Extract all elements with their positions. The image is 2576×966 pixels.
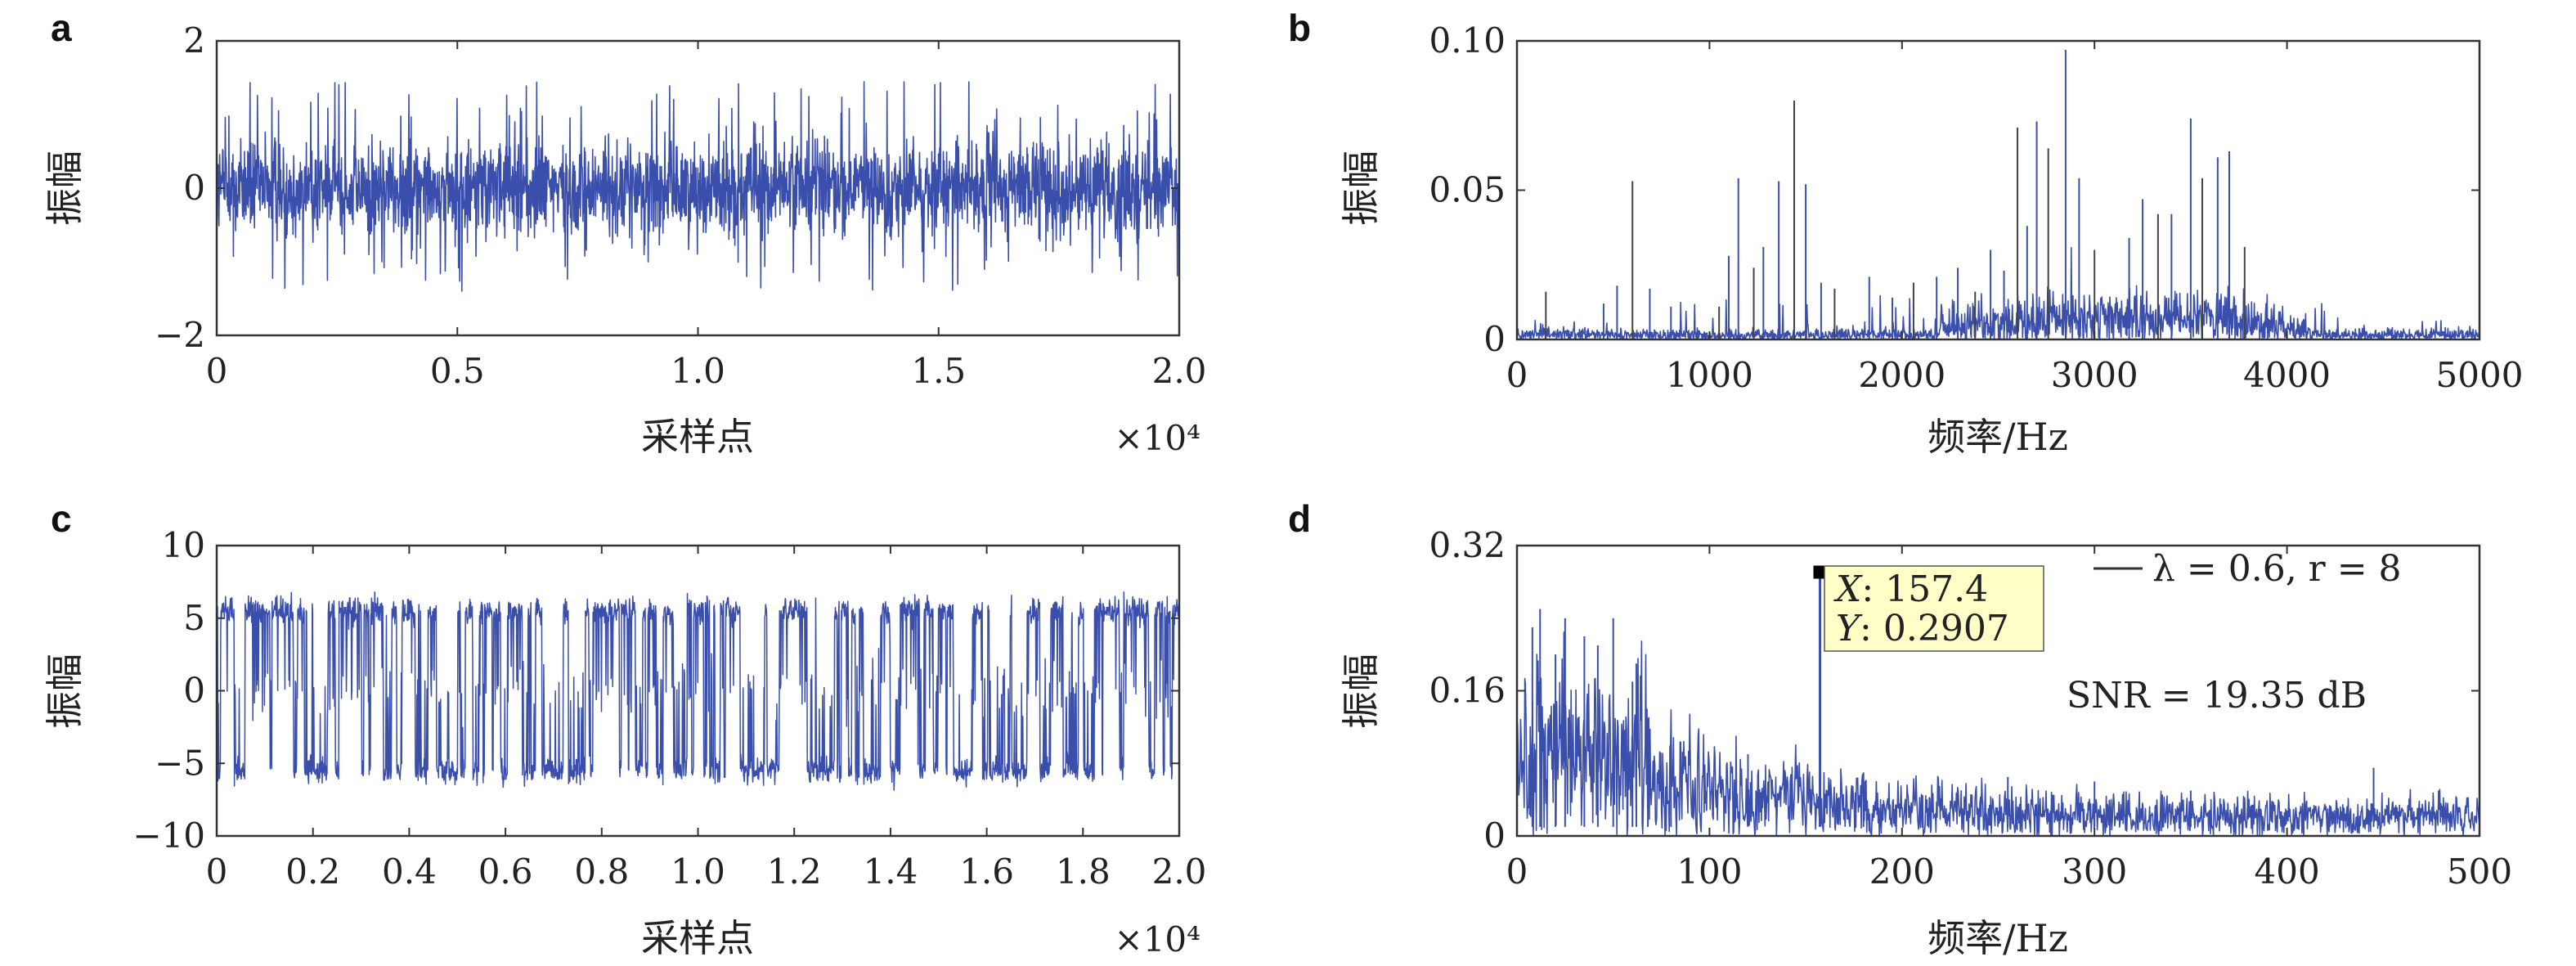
panel-b: b 0 1000 2000 3000 4000 5000 0 0.05 0.10 频率/Hz 振…	[1288, 7, 2523, 459]
panel-a-ylabel: 振幅	[43, 151, 87, 226]
y-tick-label: 0.32	[1429, 525, 1506, 565]
x-tick-label: 0.5	[430, 351, 485, 391]
x-tick-label: 0	[206, 351, 228, 391]
panel-d-plot	[1516, 572, 2480, 837]
y-tick-label: 2	[183, 20, 205, 61]
x-tick-label: 400	[2255, 851, 2320, 892]
y-tick-label: −10	[132, 815, 205, 856]
panel-c-xlabel: 采样点	[641, 916, 754, 960]
panel-c-x-multiplier: ×10⁴	[1115, 919, 1200, 959]
x-tick-label: 0	[1506, 355, 1528, 395]
datatip-box	[1824, 565, 2044, 652]
panel-b-plot	[1516, 49, 2480, 340]
panel-c: c 0 0.2 0.4 0.6 0.8 1.0 1.2 1.4 1.6 1.8 2.0 −10 −5 0 5…	[43, 497, 1206, 960]
panel-c-ylabel: 振幅	[43, 654, 87, 729]
panel-a: a 0 0.5 1.0 1.5 2.0−202 采样点 振幅 ×10⁴	[43, 7, 1206, 459]
panel-b-frame	[1515, 39, 2481, 341]
x-tick-label: 200	[1869, 851, 1935, 892]
x-tick-label: 1.5	[911, 351, 966, 391]
panel-c-ticks: 0 0.2 0.4 0.6 0.8 1.0 1.2 1.4 1.6 1.8 2.0 −10 −5 0 5 10	[132, 525, 1206, 892]
datatip[interactable]: X: 157.4 Y: 0.2907	[1813, 565, 2044, 652]
x-tick-label: 2.0	[1152, 351, 1207, 391]
x-tick-label: 0	[1506, 851, 1528, 892]
x-tick-label: 2000	[1858, 355, 1945, 395]
y-tick-label: 0	[183, 168, 205, 208]
y-tick-label: −2	[155, 315, 205, 355]
y-tick-label: 0.16	[1429, 671, 1506, 711]
datatip-marker[interactable]	[1813, 565, 1827, 579]
panel-label-a: a	[51, 7, 72, 49]
y-tick-label: 10	[162, 525, 205, 565]
x-tick-label: 2.0	[1152, 851, 1207, 892]
x-tick-label: 0	[206, 851, 228, 892]
panel-c-series-line	[216, 591, 1180, 791]
x-tick-label: 0.8	[574, 851, 629, 892]
x-tick-label: 0.2	[285, 851, 340, 892]
x-tick-label: 1000	[1666, 355, 1753, 395]
panel-d-ticks: 0 100 200 300 400 500 0 0.16 0.32	[1429, 525, 2512, 892]
panel-a-xlabel: 采样点	[641, 415, 754, 459]
panel-d-xlabel: 频率/Hz	[1928, 916, 2068, 960]
y-tick-label: 5	[183, 598, 205, 638]
datatip-x-line: X: 157.4	[1833, 568, 1988, 610]
panel-d-legend: λ = 0.6, r = 8	[2094, 548, 2402, 590]
x-tick-label: 1.0	[671, 351, 725, 391]
x-tick-label: 5000	[2436, 355, 2524, 395]
panel-a-ticks: 0 0.5 1.0 1.5 2.0−202	[155, 20, 1206, 391]
y-tick-label: 0	[1483, 815, 1506, 856]
panel-c-plot	[216, 591, 1180, 791]
x-tick-label: 0.6	[478, 851, 533, 892]
x-tick-label: 4000	[2243, 355, 2331, 395]
panel-label-b: b	[1288, 7, 1311, 49]
panel-d-series-line	[1516, 631, 2480, 837]
x-tick-label: 300	[2062, 851, 2127, 892]
panel-b-ticks: 0 1000 2000 3000 4000 5000 0 0.05 0.10	[1429, 20, 2523, 395]
datatip-y-line: Y: 0.2907	[1836, 608, 2009, 649]
snr-annotation: SNR = 19.35 dB	[2067, 675, 2367, 717]
panel-d-ylabel: 振幅	[1339, 654, 1383, 729]
y-tick-label: 0	[1483, 319, 1506, 359]
datatip-x-label: X	[1833, 568, 1863, 610]
y-tick-label: 0.10	[1429, 20, 1506, 61]
panel-label-c: c	[51, 497, 72, 540]
panel-label-d: d	[1288, 497, 1311, 540]
x-tick-label: 1.2	[767, 851, 822, 892]
panel-b-ylabel: 振幅	[1339, 151, 1383, 226]
datatip-y-label: Y	[1836, 608, 1863, 649]
panel-b-xlabel: 频率/Hz	[1928, 415, 2068, 459]
x-tick-label: 1.6	[959, 851, 1014, 892]
x-tick-label: 500	[2447, 851, 2512, 892]
legend-label: λ = 0.6, r = 8	[2152, 548, 2402, 590]
panel-a-plot	[216, 81, 1180, 292]
x-tick-label: 1.0	[671, 851, 725, 892]
y-tick-label: 0.05	[1429, 170, 1506, 210]
datatip-x-value: 157.4	[1885, 568, 1988, 610]
panel-a-x-multiplier: ×10⁴	[1115, 418, 1200, 458]
y-tick-label: −5	[155, 743, 205, 783]
panel-a-series-line	[216, 81, 1180, 292]
y-tick-label: 0	[183, 671, 205, 711]
panel-b-spectrum-floor	[1516, 246, 2480, 340]
x-tick-label: 1.4	[864, 851, 918, 892]
x-tick-label: 1.8	[1056, 851, 1111, 892]
x-tick-label: 0.4	[382, 851, 437, 892]
x-tick-label: 3000	[2051, 355, 2138, 395]
panel-d: d 0 100 200 300 400 500 0 0.16 0.32 频率/Hz 振幅 λ =…	[1288, 497, 2512, 960]
datatip-y-value: 0.2907	[1883, 608, 2009, 649]
x-tick-label: 100	[1676, 851, 1742, 892]
